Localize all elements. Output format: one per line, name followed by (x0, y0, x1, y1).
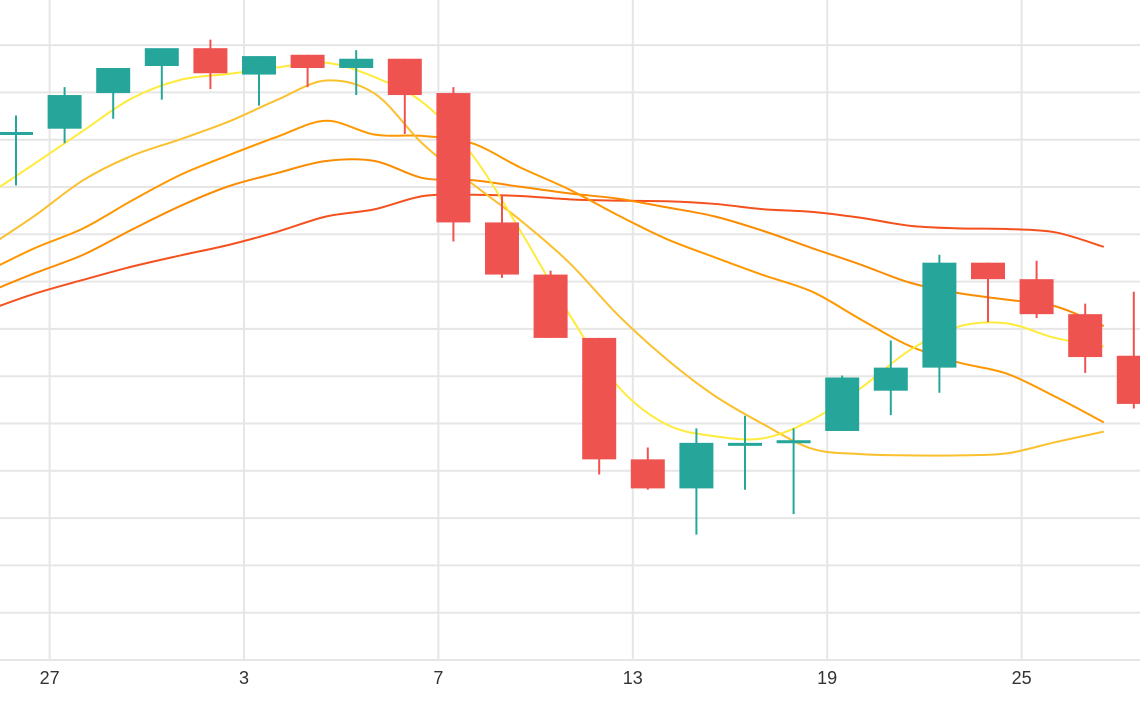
candle (1068, 303, 1103, 373)
candle-body (436, 93, 471, 223)
candle-body (533, 274, 568, 338)
candle-body (1019, 279, 1054, 315)
candle (873, 340, 908, 416)
candle-body (242, 56, 276, 75)
candle-body (485, 222, 519, 275)
candle (96, 67, 131, 119)
x-tick-label: 19 (817, 668, 837, 688)
candles (0, 39, 1140, 535)
candle-body (1068, 314, 1103, 358)
candle (922, 254, 957, 393)
candle-body (679, 442, 714, 489)
candle (630, 447, 665, 490)
candle-body (0, 132, 33, 135)
candle-body (630, 459, 665, 489)
candle (387, 58, 422, 134)
candle-body (96, 67, 131, 94)
candle (1116, 291, 1140, 409)
candle-body (728, 442, 762, 446)
x-tick-label: 3 (239, 668, 249, 688)
candle (971, 262, 1005, 323)
candle-body (922, 262, 957, 368)
candle (582, 337, 617, 475)
candle (290, 54, 325, 88)
candle (1019, 260, 1054, 319)
x-tick-label: 25 (1012, 668, 1032, 688)
candle (679, 428, 714, 535)
candle (144, 48, 179, 100)
candle (193, 39, 228, 90)
candle-body (1116, 355, 1140, 404)
candle (242, 56, 276, 106)
candle-body (193, 48, 228, 74)
moving-average-lines (0, 61, 1105, 457)
candle-body (873, 367, 908, 391)
candle-body (825, 377, 860, 431)
candle-body (290, 54, 325, 68)
candle-body (776, 440, 811, 444)
candle (825, 375, 860, 431)
candle (339, 50, 374, 96)
chart-grid (0, 0, 1140, 661)
candle-body (582, 337, 617, 460)
candle (436, 87, 471, 242)
candle-body (144, 48, 179, 66)
moving-average-line-ma_4 (0, 158, 1105, 327)
candle-body (387, 58, 422, 96)
x-axis-tick-labels: 27 3 7 13 19 25 (40, 668, 1032, 688)
x-tick-label: 7 (433, 668, 443, 688)
moving-average-line-ma_slow (0, 193, 1105, 307)
moving-average-line-ma_fast (0, 61, 1104, 441)
candle-body (971, 262, 1005, 280)
candle (728, 415, 762, 490)
x-tick-label: 27 (40, 668, 60, 688)
candle (776, 428, 811, 515)
candle (47, 87, 82, 144)
x-tick-label: 13 (623, 668, 643, 688)
candle (0, 115, 33, 186)
candle-body (47, 95, 82, 129)
candle-body (339, 58, 374, 68)
moving-average-line-ma_2 (0, 79, 1105, 457)
candle (485, 195, 519, 278)
candle (533, 270, 568, 338)
